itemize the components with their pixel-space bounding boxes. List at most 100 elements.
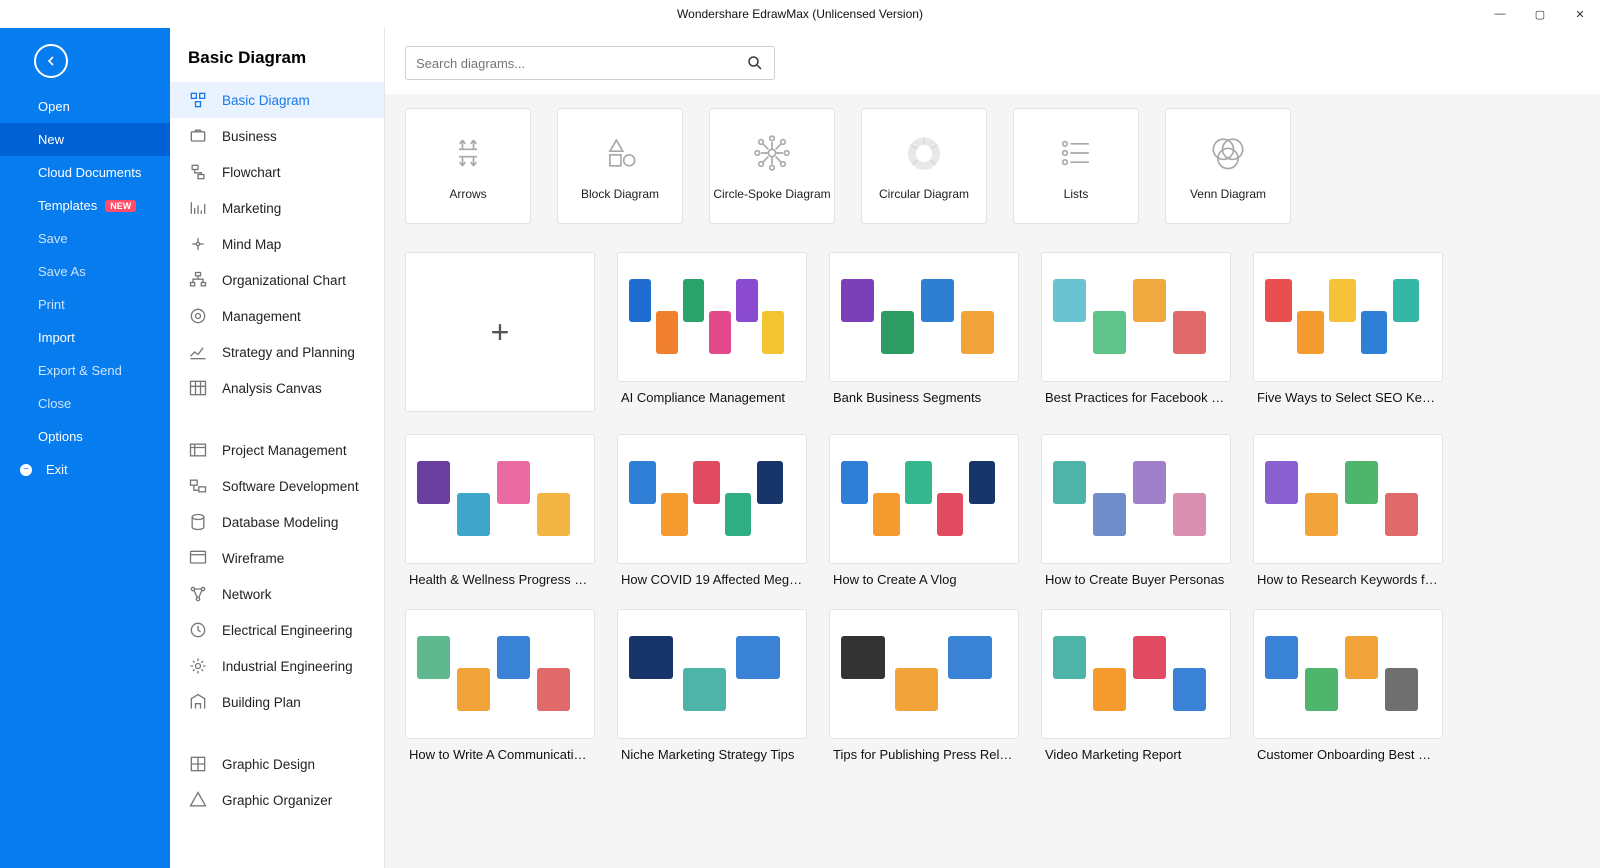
template-card[interactable]: Customer Onboarding Best Prac... bbox=[1253, 609, 1443, 762]
window-title: Wondershare EdrawMax (Unlicensed Version… bbox=[677, 7, 923, 21]
category-label: Software Development bbox=[222, 479, 359, 494]
sidebar-item-templates[interactable]: TemplatesNEW bbox=[0, 189, 170, 222]
subtype-label: Block Diagram bbox=[581, 187, 659, 201]
template-card[interactable]: Bank Business Segments bbox=[829, 252, 1019, 412]
subtype-icon bbox=[1054, 131, 1098, 175]
sidebar-item-print[interactable]: Print bbox=[0, 288, 170, 321]
category-item-project-management[interactable]: Project Management bbox=[170, 432, 384, 468]
sidebar-item-options[interactable]: Options bbox=[0, 420, 170, 453]
category-item-graphic-design[interactable]: Graphic Design bbox=[170, 746, 384, 782]
template-card[interactable]: How to Create A Vlog bbox=[829, 434, 1019, 587]
category-label: Basic Diagram bbox=[222, 93, 310, 108]
subtype-circle-spoke-diagram[interactable]: Circle-Spoke Diagram bbox=[709, 108, 835, 224]
category-item-strategy-and-planning[interactable]: Strategy and Planning bbox=[170, 334, 384, 370]
category-item-basic-diagram[interactable]: Basic Diagram bbox=[170, 82, 384, 118]
template-thumbnail bbox=[1253, 434, 1443, 564]
sidebar-item-label: Templates bbox=[38, 198, 97, 213]
sidebar-item-save[interactable]: Save bbox=[0, 222, 170, 255]
category-label: Graphic Organizer bbox=[222, 793, 332, 808]
category-item-mind-map[interactable]: Mind Map bbox=[170, 226, 384, 262]
sidebar-item-cloud-documents[interactable]: Cloud Documents bbox=[0, 156, 170, 189]
search-box[interactable] bbox=[405, 46, 775, 80]
template-card[interactable]: How to Write A Communication... bbox=[405, 609, 595, 762]
category-item-software-development[interactable]: Software Development bbox=[170, 468, 384, 504]
category-icon bbox=[188, 656, 208, 676]
sidebar-item-label: Print bbox=[38, 297, 65, 312]
subtype-venn-diagram[interactable]: Venn Diagram bbox=[1165, 108, 1291, 224]
sidebar-item-label: Import bbox=[38, 330, 75, 345]
category-icon bbox=[188, 270, 208, 290]
category-icon bbox=[188, 440, 208, 460]
category-label: Analysis Canvas bbox=[222, 381, 322, 396]
sidebar-item-import[interactable]: Import bbox=[0, 321, 170, 354]
category-icon bbox=[188, 512, 208, 532]
category-item-database-modeling[interactable]: Database Modeling bbox=[170, 504, 384, 540]
template-thumbnail bbox=[1253, 252, 1443, 382]
category-item-graphic-organizer[interactable]: Graphic Organizer bbox=[170, 782, 384, 818]
category-item-organizational-chart[interactable]: Organizational Chart bbox=[170, 262, 384, 298]
sidebar-item-exit[interactable]: −Exit bbox=[0, 453, 170, 486]
sidebar-item-label: Open bbox=[38, 99, 70, 114]
template-thumbnail bbox=[617, 434, 807, 564]
subtype-icon bbox=[446, 131, 490, 175]
search-icon bbox=[746, 54, 764, 72]
template-card[interactable]: Video Marketing Report bbox=[1041, 609, 1231, 762]
sidebar-item-label: Export & Send bbox=[38, 363, 122, 378]
template-card[interactable]: How COVID 19 Affected Megatr... bbox=[617, 434, 807, 587]
category-item-network[interactable]: Network bbox=[170, 576, 384, 612]
search-input[interactable] bbox=[416, 56, 746, 71]
category-item-wireframe[interactable]: Wireframe bbox=[170, 540, 384, 576]
template-blank[interactable]: + bbox=[405, 252, 595, 412]
subtype-circular-diagram[interactable]: Circular Diagram bbox=[861, 108, 987, 224]
subtype-label: Venn Diagram bbox=[1190, 187, 1266, 201]
template-label: Customer Onboarding Best Prac... bbox=[1253, 739, 1443, 762]
template-grid: +AI Compliance ManagementBank Business S… bbox=[385, 246, 1600, 782]
close-window-button[interactable]: ✕ bbox=[1560, 0, 1600, 28]
sidebar-item-label: Options bbox=[38, 429, 83, 444]
title-bar: Wondershare EdrawMax (Unlicensed Version… bbox=[0, 0, 1600, 28]
category-icon bbox=[188, 378, 208, 398]
subtype-block-diagram[interactable]: Block Diagram bbox=[557, 108, 683, 224]
category-icon bbox=[188, 198, 208, 218]
category-item-flowchart[interactable]: Flowchart bbox=[170, 154, 384, 190]
template-card[interactable]: Five Ways to Select SEO Keywords bbox=[1253, 252, 1443, 412]
category-item-building-plan[interactable]: Building Plan bbox=[170, 684, 384, 720]
sidebar-item-label: Exit bbox=[46, 462, 68, 477]
category-panel: Basic Diagram Basic DiagramBusinessFlowc… bbox=[170, 28, 385, 868]
category-item-business[interactable]: Business bbox=[170, 118, 384, 154]
sidebar-item-close[interactable]: Close bbox=[0, 387, 170, 420]
main-content: Arrows Block Diagram Circle-Spoke Diagram C… bbox=[385, 28, 1600, 868]
template-card[interactable]: Best Practices for Facebook Live bbox=[1041, 252, 1231, 412]
template-card[interactable]: How to Research Keywords for S... bbox=[1253, 434, 1443, 587]
sidebar-item-export-send[interactable]: Export & Send bbox=[0, 354, 170, 387]
template-card[interactable]: Tips for Publishing Press Releases bbox=[829, 609, 1019, 762]
sidebar-item-open[interactable]: Open bbox=[0, 90, 170, 123]
sidebar-item-save-as[interactable]: Save As bbox=[0, 255, 170, 288]
category-item-electrical-engineering[interactable]: Electrical Engineering bbox=[170, 612, 384, 648]
category-label: Industrial Engineering bbox=[222, 659, 353, 674]
template-label: Niche Marketing Strategy Tips bbox=[617, 739, 807, 762]
subtype-arrows[interactable]: Arrows bbox=[405, 108, 531, 224]
template-thumbnail bbox=[829, 609, 1019, 739]
template-card[interactable]: Niche Marketing Strategy Tips bbox=[617, 609, 807, 762]
category-label: Mind Map bbox=[222, 237, 281, 252]
maximize-button[interactable]: ▢ bbox=[1520, 0, 1560, 28]
template-card[interactable]: AI Compliance Management bbox=[617, 252, 807, 412]
category-label: Strategy and Planning bbox=[222, 345, 355, 360]
subtype-label: Circle-Spoke Diagram bbox=[713, 187, 830, 201]
category-item-marketing[interactable]: Marketing bbox=[170, 190, 384, 226]
subtype-label: Circular Diagram bbox=[879, 187, 969, 201]
back-button[interactable] bbox=[34, 44, 68, 78]
sidebar-item-new[interactable]: New bbox=[0, 123, 170, 156]
subtype-lists[interactable]: Lists bbox=[1013, 108, 1139, 224]
category-item-analysis-canvas[interactable]: Analysis Canvas bbox=[170, 370, 384, 406]
category-item-management[interactable]: Management bbox=[170, 298, 384, 334]
template-thumbnail bbox=[1253, 609, 1443, 739]
category-label: Database Modeling bbox=[222, 515, 338, 530]
template-card[interactable]: Health & Wellness Progress Rep... bbox=[405, 434, 595, 587]
sidebar-item-label: Save bbox=[38, 231, 68, 246]
template-card[interactable]: How to Create Buyer Personas bbox=[1041, 434, 1231, 587]
template-thumbnail bbox=[829, 434, 1019, 564]
category-item-industrial-engineering[interactable]: Industrial Engineering bbox=[170, 648, 384, 684]
minimize-button[interactable]: ― bbox=[1480, 0, 1520, 28]
